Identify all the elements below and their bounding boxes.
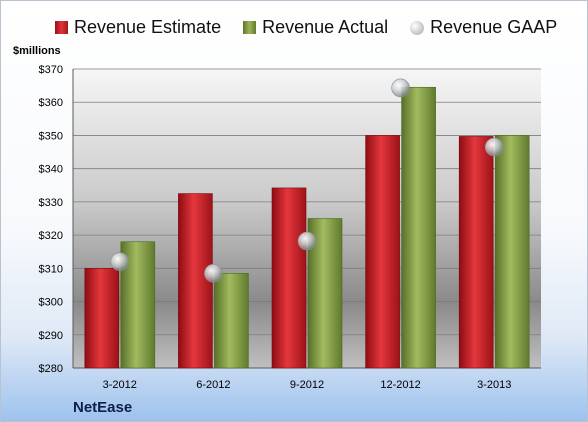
point-revenue-gaap [204, 264, 223, 283]
legend-label-estimate: Revenue Estimate [74, 17, 222, 37]
bar-revenue-actual [494, 135, 530, 369]
bar-revenue-actual [214, 273, 249, 369]
point-revenue-gaap [297, 231, 317, 251]
y-tick-label: $310 [39, 263, 63, 275]
y-tick-label: $350 [39, 130, 63, 142]
x-tick-label: 3-2012 [103, 379, 137, 391]
y-tick-label: $280 [39, 363, 63, 375]
y-axis-unit-label: $millions [13, 45, 61, 57]
legend-item-actual: Revenue Actual [243, 17, 388, 38]
y-tick-label: $340 [39, 164, 63, 176]
legend-item-estimate: Revenue Estimate [55, 17, 221, 38]
y-tick-label: $370 [39, 64, 63, 76]
x-tick-label: 12-2012 [380, 379, 420, 391]
bar-revenue-estimate [365, 135, 400, 369]
bar-revenue-actual [401, 86, 436, 369]
legend-item-gaap: Revenue GAAP [410, 17, 557, 38]
legend-swatch-estimate [55, 21, 68, 34]
x-tick-label: 9-2012 [290, 379, 324, 391]
legend: Revenue Estimate Revenue Actual Revenue … [55, 17, 557, 38]
bar-revenue-estimate [458, 136, 494, 369]
point-revenue-gaap [110, 252, 130, 271]
point-revenue-gaap [391, 78, 410, 98]
y-tick-label: $320 [39, 230, 63, 242]
legend-swatch-gaap [410, 20, 425, 35]
bar-revenue-estimate [271, 187, 307, 369]
y-tick-label: $360 [39, 97, 63, 109]
point-revenue-gaap [484, 137, 504, 157]
x-tick-label: 3-2013 [477, 379, 511, 391]
company-name: NetEase [73, 399, 133, 416]
x-tick-label: 6-2012 [196, 379, 230, 391]
y-tick-label: $330 [39, 197, 63, 209]
y-tick-label: $290 [39, 330, 63, 342]
legend-label-actual: Revenue Actual [262, 17, 389, 37]
bar-revenue-estimate [84, 268, 120, 369]
bar-revenue-estimate [178, 193, 213, 369]
legend-label-gaap: Revenue GAAP [430, 17, 558, 37]
y-tick-label: $300 [39, 297, 63, 309]
legend-swatch-actual [243, 21, 257, 34]
